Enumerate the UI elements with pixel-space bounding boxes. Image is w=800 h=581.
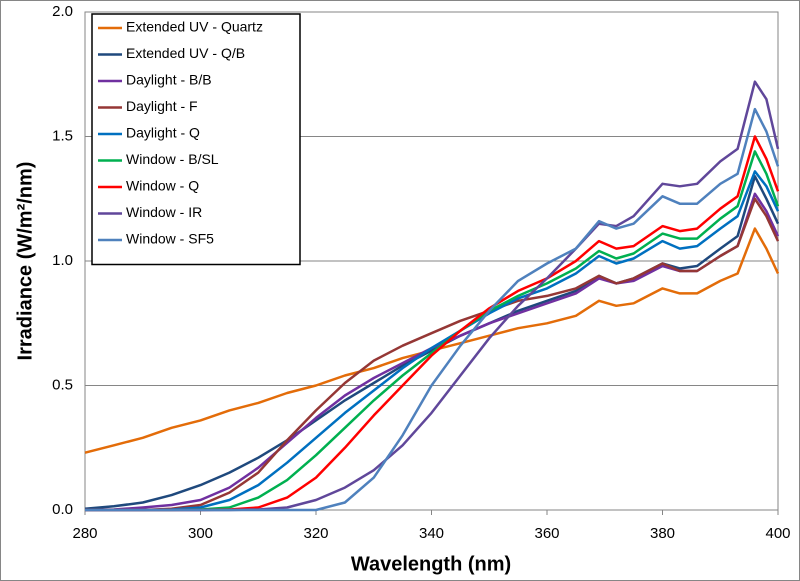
legend-label: Daylight - F	[126, 98, 198, 114]
legend-label: Window - SF5	[126, 231, 214, 247]
y-tick-label: 2.0	[52, 3, 73, 20]
legend-label: Window - B/SL	[126, 151, 219, 167]
legend-label: Daylight - Q	[126, 125, 200, 141]
series-line	[84, 227, 780, 454]
y-tick-label: 0.0	[52, 501, 73, 518]
y-tick-label: 0.5	[52, 376, 73, 393]
y-tick-label: 1.5	[52, 127, 73, 144]
x-tick-label: 340	[419, 525, 444, 542]
y-tick-label: 1.0	[52, 252, 73, 269]
legend-box	[91, 13, 301, 266]
legend-label: Extended UV - Quartz	[126, 19, 263, 35]
legend-label: Daylight - B/B	[126, 72, 212, 88]
x-tick-label: 400	[765, 525, 790, 542]
x-tick-label: 320	[303, 525, 328, 542]
series-line	[85, 170, 780, 512]
series-line	[85, 107, 780, 512]
plot-frame	[84, 11, 779, 511]
x-tick-label: 280	[72, 525, 97, 542]
x-tick-label: 300	[188, 525, 213, 542]
y-axis-title: Irradiance (W/m²/nm)	[14, 162, 36, 361]
legend-label: Extended UV - Q/B	[126, 45, 245, 61]
x-axis-title: Wavelength (nm)	[351, 553, 511, 575]
x-tick-label: 380	[650, 525, 675, 542]
x-tick-label: 360	[534, 525, 559, 542]
legend-label: Window - Q	[126, 178, 199, 194]
legend-label: Window - IR	[126, 204, 202, 220]
legend: Extended UV - Quartz Extended UV - Q/B Day…	[91, 13, 301, 266]
